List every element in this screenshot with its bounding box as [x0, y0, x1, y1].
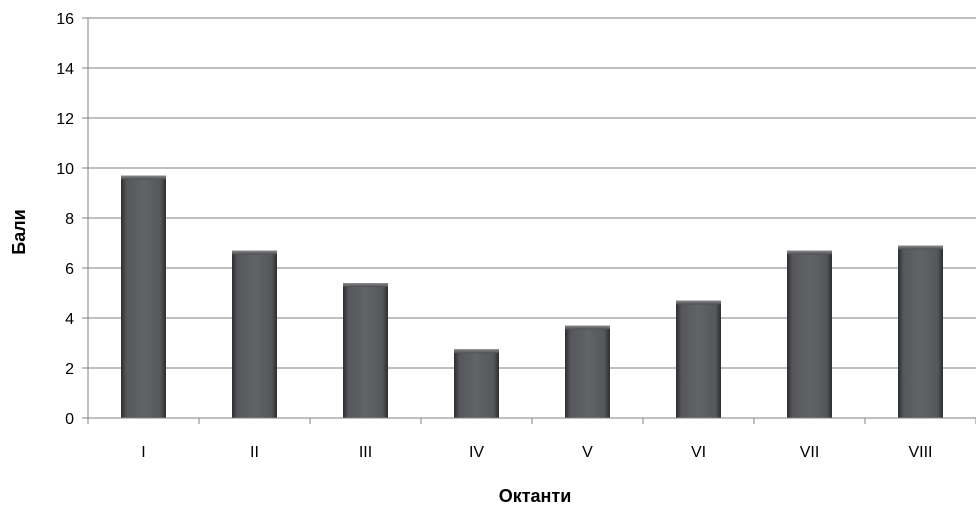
bars	[121, 175, 943, 418]
bar	[343, 283, 388, 418]
bar	[232, 250, 277, 418]
bar	[454, 349, 499, 418]
x-axis-title: Октанти	[499, 486, 572, 506]
bar-V	[565, 325, 610, 418]
y-tick-label: 6	[65, 261, 74, 278]
x-tick-label: V	[582, 444, 593, 461]
y-axis-title: Бали	[9, 209, 29, 254]
x-tick-label: II	[250, 444, 259, 461]
y-tick-label: 0	[65, 411, 74, 428]
bar-VIII	[898, 245, 943, 418]
bar-cap	[676, 300, 721, 305]
x-tick-label: VI	[691, 444, 706, 461]
bar-cap	[565, 325, 610, 330]
x-tick-label: I	[141, 444, 145, 461]
gridlines	[88, 17, 976, 369]
bar-cap	[454, 349, 499, 354]
bar-cap	[232, 250, 277, 255]
bar-cap	[121, 175, 166, 180]
bar-cap	[343, 283, 388, 287]
bar-III	[343, 283, 388, 418]
x-tick-label: VIII	[908, 444, 932, 461]
bar-II	[232, 250, 277, 418]
y-tick-label: 4	[65, 311, 74, 328]
y-tick-label: 8	[65, 211, 74, 228]
bar-VI	[676, 300, 721, 418]
bar	[565, 325, 610, 418]
bar-cap	[787, 250, 832, 255]
bar-IV	[454, 349, 499, 418]
bar	[121, 175, 166, 418]
bar-VII	[787, 250, 832, 418]
bar	[676, 300, 721, 418]
y-tick-label: 2	[65, 361, 74, 378]
y-tick-label: 12	[56, 111, 74, 128]
x-tick-label: VII	[800, 444, 820, 461]
bar-cap	[898, 245, 943, 250]
bar	[787, 250, 832, 418]
bar-I	[121, 175, 166, 418]
y-tick-label: 14	[56, 61, 74, 78]
x-tick-label: III	[359, 444, 372, 461]
y-tick-label: 10	[56, 161, 74, 178]
bar	[898, 245, 943, 418]
x-tick-label: IV	[469, 444, 484, 461]
y-tick-label: 16	[56, 11, 74, 28]
